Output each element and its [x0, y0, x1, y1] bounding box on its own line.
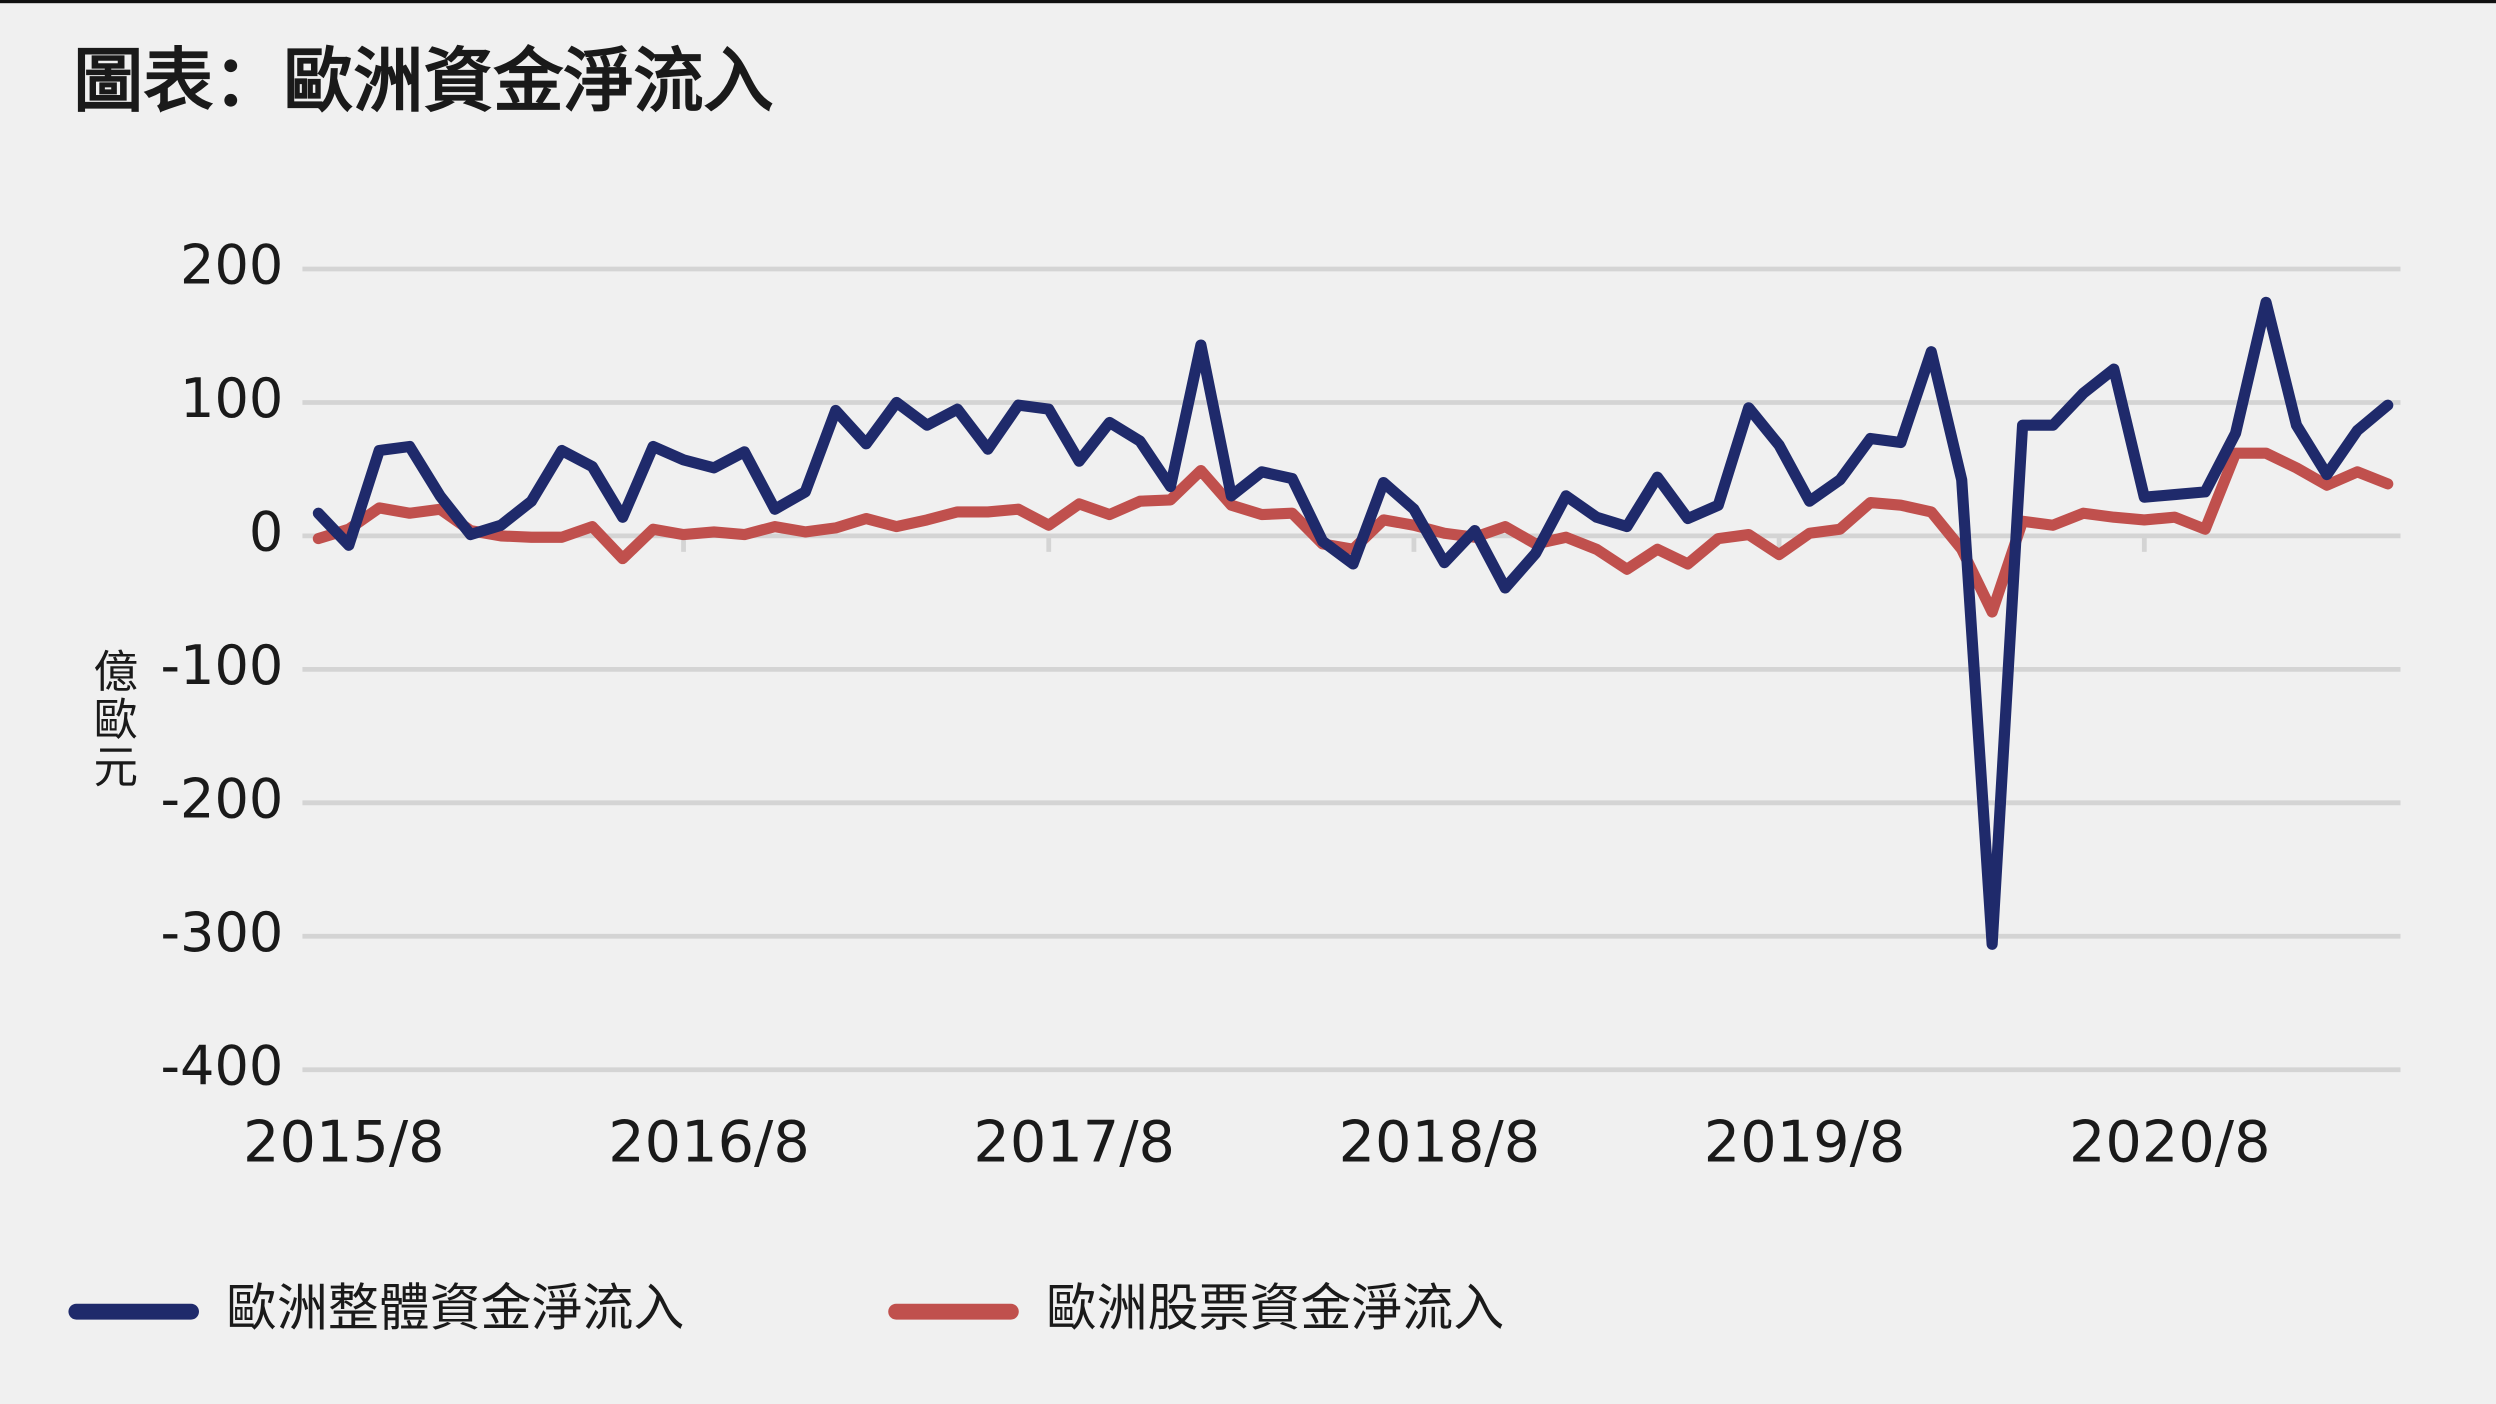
- y-tick-label: 200: [180, 234, 283, 297]
- x-tick-label: 2019/8: [1704, 1109, 1906, 1176]
- x-tick-label: 2018/8: [1339, 1109, 1541, 1176]
- y-tick-label: 100: [180, 367, 283, 430]
- top-rule: [0, 0, 2496, 4]
- x-tick-label: 2016/8: [608, 1109, 810, 1176]
- y-tick-label: 0: [249, 501, 283, 564]
- x-tick-label: 2020/8: [2069, 1109, 2271, 1176]
- y-tick-label: -200: [161, 767, 284, 830]
- chart-title: 圖表：歐洲資金淨流入: [73, 40, 773, 122]
- y-tick-label: -100: [161, 634, 284, 697]
- legend-label: 歐洲股票資金淨流入: [1046, 1280, 1504, 1339]
- series-line: [312, 296, 2394, 950]
- y-tick-label: -400: [161, 1034, 284, 1097]
- y-axis-label: 億歐元: [85, 648, 137, 791]
- y-tick-label: -300: [161, 901, 284, 964]
- x-tick-label: 2017/8: [973, 1109, 1175, 1176]
- legend-label: 歐洲整體資金淨流入: [226, 1280, 684, 1339]
- x-tick-label: 2015/8: [243, 1109, 445, 1176]
